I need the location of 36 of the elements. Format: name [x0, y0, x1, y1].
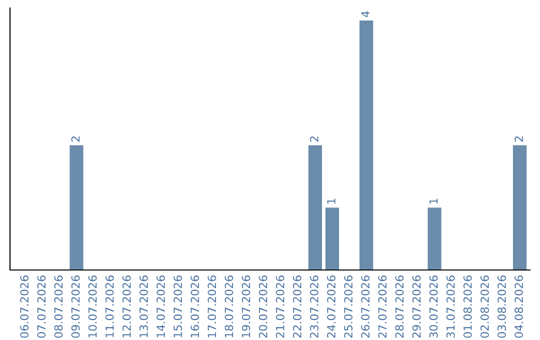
- x-tick-label: 09.07.2026: [71, 276, 80, 338]
- x-tick-label: 14.07.2026: [156, 276, 165, 338]
- data-label: 2: [514, 136, 523, 142]
- x-tick-label: 18.07.2026: [224, 276, 234, 338]
- x-tick-label: 06.07.2026: [20, 276, 29, 338]
- x-tick-label: 22.07.2026: [292, 276, 302, 338]
- x-tick-label: 19.07.2026: [242, 276, 250, 338]
- x-tick-label: 07.07.2026: [37, 276, 46, 338]
- x-tick-label: 23.07.2026: [310, 276, 318, 338]
- x-tick-label: 30.07.2026: [429, 276, 438, 338]
- data-label: 1: [327, 198, 336, 204]
- x-tick-label: 01.08.2026: [463, 276, 472, 338]
- x-tick-label: 04.08.2026: [514, 276, 523, 338]
- x-tick-label: 12.07.2026: [122, 276, 131, 338]
- x-tick-label: 13.07.2026: [140, 276, 148, 338]
- x-tick-label: 08.07.2026: [54, 276, 63, 338]
- x-tick-label: 03.08.2026: [498, 276, 506, 338]
- data-label: 4: [361, 11, 370, 18]
- x-tick-label: 10.07.2026: [88, 276, 97, 338]
- x-tick-label: 27.07.2026: [378, 276, 387, 338]
- x-tick-label: 15.07.2026: [174, 276, 182, 338]
- x-tick-label: 31.07.2026: [446, 276, 455, 338]
- data-label: 1: [429, 198, 438, 204]
- x-tick-label: 25.07.2026: [344, 276, 353, 338]
- x-tick-label: 11.07.2026: [105, 276, 114, 338]
- x-tick-label: 29.07.2026: [412, 276, 421, 338]
- x-tick-label: 16.07.2026: [190, 276, 200, 338]
- x-tick-label: 02.08.2026: [480, 276, 489, 338]
- x-tick-label: 21.07.2026: [276, 276, 284, 338]
- x-tick-label: 20.07.2026: [258, 276, 268, 338]
- data-label: 2: [310, 136, 318, 142]
- data-label: 2: [71, 136, 80, 142]
- x-tick-label: 26.07.2026: [361, 276, 370, 338]
- x-tick-label: 24.07.2026: [327, 276, 336, 338]
- x-tick-label: 28.07.2026: [395, 276, 404, 338]
- x-tick-label: 17.07.2026: [208, 276, 216, 338]
